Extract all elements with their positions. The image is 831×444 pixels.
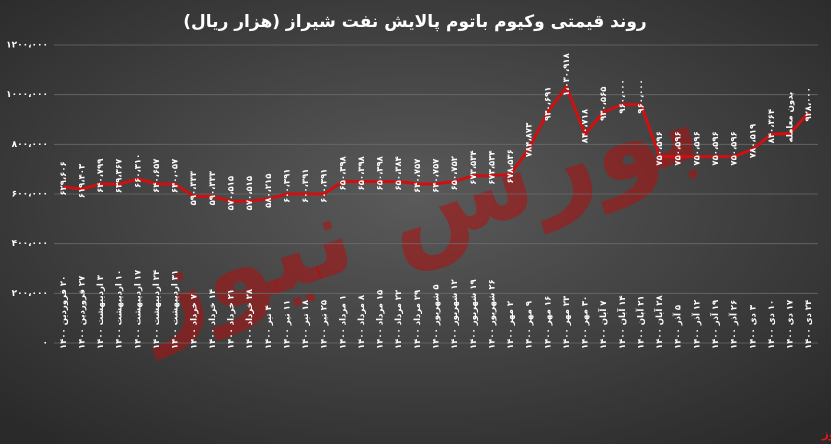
data-label: ۵۸۰،۲۱۵ [264,174,274,208]
data-label: ۶۲۹،۶۰۶ [59,161,69,195]
data-label: ۸۴۰،۳۶۴ [767,109,777,143]
data-label: ۶۵۰،۷۵۲ [450,155,460,190]
data-label: ۶۵۰،۳۹۸ [357,155,367,190]
x-tick-label: ۲۶ آذر ۱۴۰۰ [728,300,740,349]
data-label: ۱،۰۳۰،۹۱۸ [562,52,572,96]
data-label: ۶۷۳،۵۳۴ [469,150,479,184]
x-tick-label: ۹ مهر ۱۴۰۰ [525,300,535,349]
data-label: ۹۲۸،۰۰۰ [804,87,814,121]
x-tick-label: ۵ آذر ۱۴۰۰ [672,305,684,349]
x-tick-label: ۲۷ فروردین ۱۴۰۰ [77,275,87,349]
x-tick-label: ۲۸ خرداد ۱۴۰۰ [245,288,255,349]
x-tick-label: ۱۲ شهریور ۱۴۰۰ [450,278,460,349]
x-tick-label: ۲۱ خرداد ۱۴۰۰ [227,289,237,349]
x-tick-label: ۱۹ آذر ۱۴۰۰ [709,299,721,349]
data-label: ۶۷۳،۵۳۴ [487,150,497,184]
x-tick-label: ۱۲ آذر ۱۴۰۰ [690,299,702,349]
data-label: ۷۵۰،۵۹۶ [655,131,665,165]
x-tick-label: ۲۴ دی ۱۴۰۰ [804,300,814,349]
y-tick-label: ۱۰۰۰،۰۰۰ [6,90,48,100]
x-tick-label: ۴ تیر ۱۴۰۰ [264,305,274,349]
data-label: ۶۴۰،۶۵۷ [152,158,162,193]
x-tick-label: ۱۶ مهر ۱۴۰۰ [543,296,553,349]
data-label: ۶۴۰،۰۵۷ [171,158,181,193]
data-line [63,85,810,203]
data-label: ۶۵۰،۳۹۸ [338,155,348,190]
data-label: ۷۸۰،۵۱۹ [748,123,758,158]
x-tick-label: ۲۹ مرداد ۱۴۰۰ [413,289,423,349]
x-tick-label: ۲۲ مرداد ۱۴۰۰ [394,289,404,349]
x-tick-label: ۱۷ دی ۱۴۰۰ [786,299,796,349]
y-tick-label: ۰ [43,339,49,349]
data-label: ۵۹۰،۳۳۳ [189,170,199,205]
x-tick-label: ۲۴ اردیبهشت ۱۴۰۰ [152,270,162,349]
data-label: ۶۴۰،۷۹۹ [96,158,106,193]
x-tick-label: ۳۰ مهر ۱۴۰۰ [581,296,591,349]
data-label: ۶۶۰،۳۱۰ [133,154,143,188]
plot-area: ۰ ۲۰۰،۰۰۰ ۴۰۰،۰۰۰ ۶۰۰،۰۰۰ ۸۰۰،۰۰۰ ۱۰۰۰،۰۰۰ ۱۲۰… [6,41,818,349]
x-tick-label: ۲ مهر ۱۴۰۰ [506,300,516,349]
x-tick-label: ۷ آبان ۱۴۰۰ [597,300,609,349]
x-tick-label: ۲۸ آبان ۱۴۰۰ [653,295,665,349]
data-label: ۶۵۰،۳۹۸ [376,155,386,190]
x-tick-label: ۱۵ مرداد ۱۴۰۰ [376,290,386,349]
x-tick-label: ۳ دی ۱۴۰۰ [748,304,758,349]
y-tick-label: ۲۰۰،۰۰۰ [12,289,48,299]
x-tick-label: ۱۴ آبان ۱۴۰۰ [616,295,628,349]
data-label: ۷۸۴،۸۷۳ [525,122,535,157]
chart-title: روند قیمتی وکیوم باتوم پالایش نفت شیراز … [183,12,646,32]
data-label: ۷۵۰،۵۹۶ [730,131,740,165]
data-label: ۶۷۸،۵۳۶ [506,149,516,183]
data-label: ۶۵۰،۳۸۴ [394,156,404,190]
data-label: ۵۷۰،۵۱۵ [245,176,255,210]
x-tick-label: ۱۰ دی ۱۴۰۰ [767,300,777,349]
data-label: ۹۶۰،۰۰۰ [636,79,646,113]
x-tick-label: ۷ خرداد ۱۴۰۰ [189,293,199,349]
data-label: ۶۱۹،۴۰۳ [77,163,87,198]
data-label: ۶۴۰،۷۵۷ [413,158,423,193]
x-tick-label: ۱ مرداد ۱۴۰۰ [338,295,348,349]
x-tick-label: ۲۰ فروردین ۱۴۰۰ [59,276,69,349]
x-tick-label: ۳۱ اردیبهشت ۱۴۰۰ [171,270,181,349]
data-label: ۹۶۰،۰۰۰ [618,79,628,113]
y-tick-label: ۸۰۰،۰۰۰ [12,140,48,150]
x-tick-label: ۲۶ شهریور ۱۴۰۰ [487,279,497,349]
data-label: ۹۳۰،۵۶۵ [599,87,609,121]
x-tick-label: ۱۱ تیر ۱۴۰۰ [282,300,292,349]
data-label: ۶۳۹،۳۶۷ [115,158,125,193]
y-tick-label: ۶۰۰،۰۰۰ [12,190,48,200]
x-tick-label: ۲۵ تیر ۱۴۰۰ [320,300,330,349]
x-tick-label: ۸ مرداد ۱۴۰۰ [357,294,367,349]
y-tick-label: ۴۰۰،۰۰۰ [12,239,48,249]
data-label: ۶۰۰،۳۹۱ [320,169,330,203]
y-tick-label: ۱۲۰۰،۰۰۰ [6,41,48,51]
data-label: ۹۳۰،۶۹۱ [543,87,553,121]
x-tick-label: ۱۹ شهریور ۱۴۰۰ [469,278,479,349]
data-label: ۶۰۰،۳۹۱ [301,169,311,203]
data-label: ۷۵۰،۵۹۶ [674,131,684,165]
x-tick-label: ۵ شهریور ۱۴۰۰ [432,284,442,349]
data-label: ۸۴۰،۷۱۸ [581,108,591,143]
data-label: ۵۷۰،۵۱۵ [227,176,237,210]
data-label: ۶۰۰،۳۹۱ [282,169,292,203]
x-tick-label: ۲۱ آبان ۱۴۰۰ [634,295,646,349]
x-tick-label: ۲۳ مهر ۱۴۰۰ [562,295,572,349]
data-label: بدون معامله [786,92,796,143]
x-tick-label: ۱۴ خرداد ۱۴۰۰ [208,289,218,349]
data-label: ۶۴۰،۷۵۷ [432,158,442,193]
data-label: ۷۵۰،۵۹۶ [692,131,702,165]
source: بورس نیوز [821,427,831,442]
data-label: ۷۵۰،۵۹۶ [711,131,721,165]
x-tick-label: ۱۰ اردیبهشت ۱۴۰۰ [115,270,125,349]
data-label: ۵۹۰،۳۳۳ [208,170,218,205]
x-tick-label: ۳ اردیبهشت ۱۴۰۰ [96,274,106,349]
x-tick-label: ۱۸ تیر ۱۴۰۰ [301,299,311,349]
x-tick-label: ۱۷ اردیبهشت ۱۴۰۰ [133,269,143,349]
